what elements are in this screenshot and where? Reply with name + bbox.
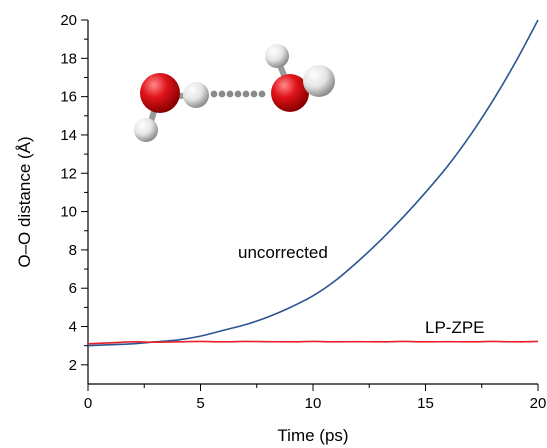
oxygen-atom-icon	[140, 73, 180, 113]
x-tick-label: 20	[530, 395, 547, 412]
y-tick-label: 4	[69, 319, 77, 336]
x-axis-title: Time (ps)	[277, 426, 348, 445]
x-tick-label: 10	[305, 395, 322, 412]
y-tick-label: 8	[69, 242, 77, 259]
series-line-uncorrected	[87, 19, 539, 347]
y-tick-label: 12	[60, 165, 77, 182]
hydrogen-atom-icon	[265, 44, 289, 68]
hydrogen-atom-icon	[183, 82, 209, 108]
hydrogen-atom-icon	[303, 65, 335, 97]
y-axis-title: O–O distance (Å)	[15, 136, 34, 267]
y-tick-label: 10	[60, 204, 77, 221]
y-tick-label: 20	[60, 12, 77, 29]
x-tick-label: 15	[417, 395, 434, 412]
y-tick-label: 2	[69, 357, 77, 374]
hydrogen-bond-dots	[210, 90, 266, 98]
series-line-lp-zpe	[87, 340, 539, 345]
x-tick-label: 5	[196, 395, 204, 412]
series-label-lp-zpe: LP-ZPE	[425, 318, 485, 337]
y-tick-label: 6	[69, 280, 77, 297]
x-tick-label: 0	[84, 395, 92, 412]
series-group	[87, 19, 539, 347]
oxygen-atom-icon	[271, 74, 309, 112]
y-tick-label: 16	[60, 89, 77, 106]
tick-label-group: 0 5 10 15 20 2 4 6 8 10 12 14 16 18 20	[60, 12, 546, 412]
water-dimer-molecule-icon	[134, 44, 335, 142]
y-tick-label: 18	[60, 50, 77, 67]
series-label-uncorrected: uncorrected	[238, 243, 328, 262]
hydrogen-atom-icon	[134, 118, 158, 142]
y-tick-label: 14	[60, 127, 77, 144]
tick-group	[81, 19, 539, 391]
